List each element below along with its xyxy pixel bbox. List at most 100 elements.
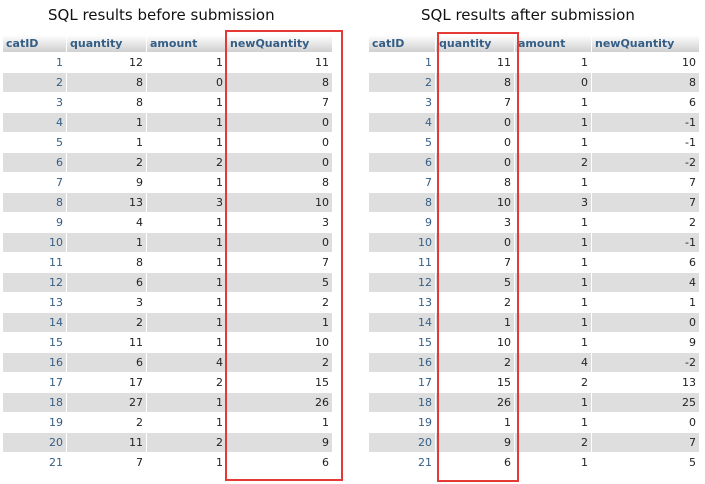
cell-quantity: 6	[67, 353, 147, 372]
cell-quantity: 2	[436, 353, 515, 372]
cell-quantity: 8	[436, 73, 515, 92]
cell-amount: 2	[515, 153, 592, 172]
cell-amount: 1	[147, 313, 227, 332]
column-header-newquantity[interactable]: newQuantity	[227, 35, 333, 52]
cell-amount: 2	[515, 373, 592, 392]
cell-quantity: 11	[67, 433, 147, 452]
cell-newquantity: 0	[227, 113, 333, 132]
cell-quantity: 2	[436, 293, 515, 312]
cell-catid: 12	[3, 273, 67, 292]
cell-amount: 1	[147, 213, 227, 232]
table-row: 6 0 2 -2	[369, 153, 700, 172]
cell-catid: 14	[3, 313, 67, 332]
cell-amount: 1	[147, 173, 227, 192]
cell-quantity: 26	[436, 393, 515, 412]
column-header-newquantity[interactable]: newQuantity	[592, 35, 700, 52]
cell-newquantity: 2	[227, 293, 333, 312]
cell-amount: 1	[147, 333, 227, 352]
cell-newquantity: -2	[592, 153, 700, 172]
cell-catid: 17	[369, 373, 436, 392]
cell-amount: 3	[515, 193, 592, 212]
cell-quantity: 5	[436, 273, 515, 292]
table-row: 21 6 1 5	[369, 453, 700, 472]
cell-newquantity: 3	[227, 213, 333, 232]
table-row: 11 7 1 6	[369, 253, 700, 272]
cell-amount: 1	[147, 413, 227, 432]
column-header-quantity[interactable]: quantity	[436, 35, 515, 52]
cell-newquantity: 6	[592, 253, 700, 272]
table-row: 15 10 1 9	[369, 333, 700, 352]
cell-quantity: 2	[67, 313, 147, 332]
cell-quantity: 1	[436, 313, 515, 332]
cell-amount: 1	[147, 93, 227, 112]
cell-quantity: 9	[67, 173, 147, 192]
header-row: catID quantity amount newQuantity	[369, 35, 700, 52]
cell-newquantity: 2	[227, 353, 333, 372]
cell-catid: 8	[369, 193, 436, 212]
cell-quantity: 12	[67, 53, 147, 72]
cell-quantity: 0	[436, 113, 515, 132]
table-row: 13 2 1 1	[369, 293, 700, 312]
cell-quantity: 2	[67, 153, 147, 172]
cell-quantity: 7	[67, 453, 147, 472]
cell-quantity: 7	[436, 93, 515, 112]
cell-amount: 1	[515, 273, 592, 292]
table-row: 8 13 3 10	[3, 193, 333, 212]
cell-catid: 8	[3, 193, 67, 212]
cell-quantity: 7	[436, 253, 515, 272]
cell-quantity: 8	[67, 93, 147, 112]
cell-catid: 20	[3, 433, 67, 452]
cell-catid: 16	[369, 353, 436, 372]
after-caption: SQL results after submission	[421, 6, 635, 24]
column-header-quantity[interactable]: quantity	[67, 35, 147, 52]
cell-amount: 1	[147, 253, 227, 272]
cell-newquantity: 10	[227, 333, 333, 352]
cell-newquantity: -1	[592, 113, 700, 132]
cell-newquantity: 8	[592, 73, 700, 92]
cell-quantity: 6	[436, 453, 515, 472]
table-row: 19 2 1 1	[3, 413, 333, 432]
cell-quantity: 17	[67, 373, 147, 392]
table-row: 13 3 1 2	[3, 293, 333, 312]
cell-newquantity: 25	[592, 393, 700, 412]
cell-newquantity: -2	[592, 353, 700, 372]
cell-quantity: 4	[67, 213, 147, 232]
cell-newquantity: 7	[592, 193, 700, 212]
cell-quantity: 0	[436, 133, 515, 152]
cell-amount: 1	[147, 273, 227, 292]
before-caption: SQL results before submission	[48, 6, 275, 24]
column-header-amount[interactable]: amount	[147, 35, 227, 52]
cell-catid: 13	[369, 293, 436, 312]
cell-newquantity: 1	[592, 293, 700, 312]
cell-catid: 10	[369, 233, 436, 252]
before-results-table: catID quantity amount newQuantity 1 12 1 11 2 8 0…	[3, 34, 333, 473]
cell-quantity: 13	[67, 193, 147, 212]
cell-quantity: 11	[436, 53, 515, 72]
table-row: 1 11 1 10	[369, 53, 700, 72]
table-row: 16 6 4 2	[3, 353, 333, 372]
cell-catid: 16	[3, 353, 67, 372]
column-header-amount[interactable]: amount	[515, 35, 592, 52]
cell-amount: 2	[147, 153, 227, 172]
table-row: 21 7 1 6	[3, 453, 333, 472]
cell-newquantity: 8	[227, 73, 333, 92]
column-header-catid[interactable]: catID	[3, 35, 67, 52]
cell-newquantity: 26	[227, 393, 333, 412]
cell-catid: 6	[369, 153, 436, 172]
table-row: 14 1 1 0	[369, 313, 700, 332]
cell-amount: 1	[515, 413, 592, 432]
cell-quantity: 1	[67, 133, 147, 152]
cell-amount: 1	[147, 53, 227, 72]
cell-amount: 2	[147, 373, 227, 392]
cell-newquantity: 0	[592, 313, 700, 332]
cell-newquantity: 4	[592, 273, 700, 292]
column-header-catid[interactable]: catID	[369, 35, 436, 52]
cell-quantity: 9	[436, 433, 515, 452]
cell-amount: 1	[515, 333, 592, 352]
